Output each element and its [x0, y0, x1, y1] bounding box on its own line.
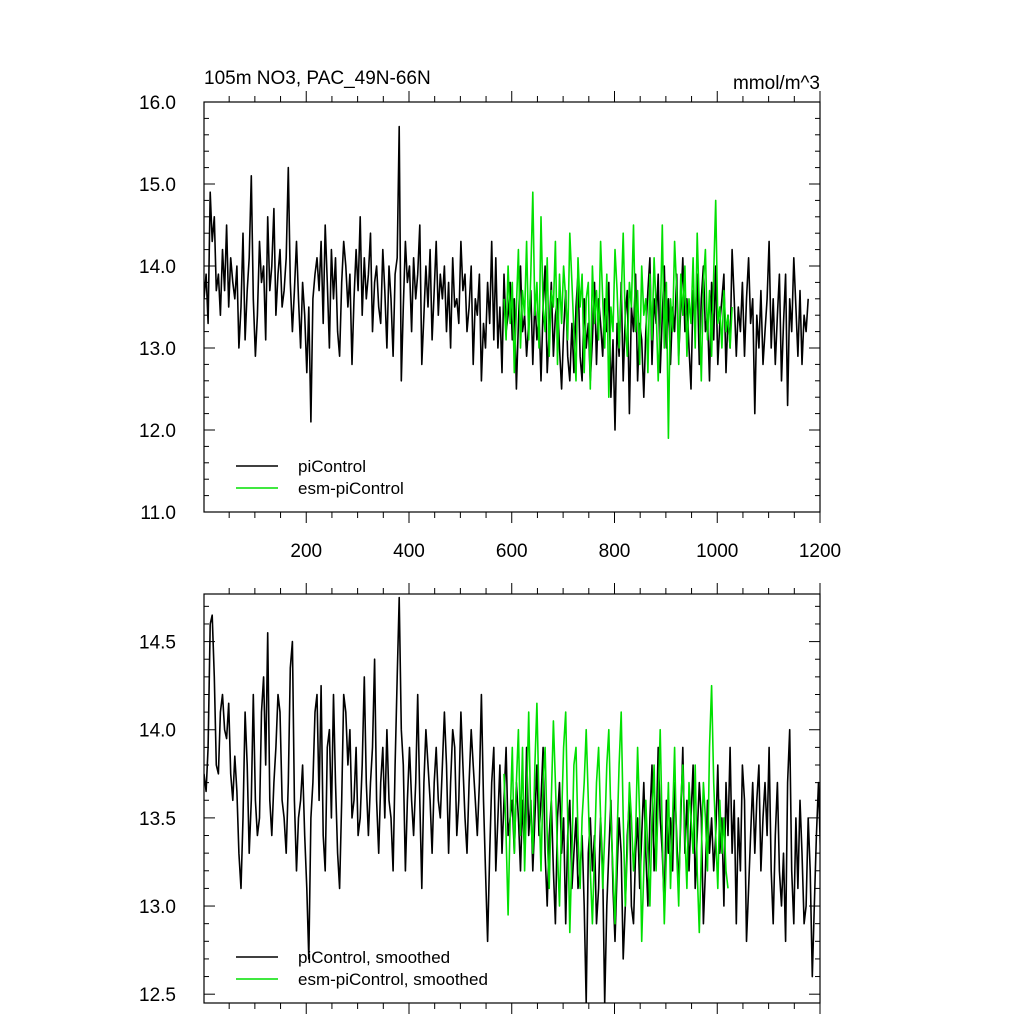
x-tick-label: 600: [496, 541, 528, 562]
y-tick-label: 15.0: [139, 175, 176, 196]
y-tick-label: 14.0: [139, 721, 176, 742]
x-tick-label: 800: [599, 541, 631, 562]
y-tick-label: 13.5: [139, 809, 176, 830]
tick-marks: [204, 91, 821, 523]
legend-label: esm-piControl: [298, 479, 404, 498]
tick-marks: [204, 583, 821, 1014]
y-tick-label: 14.5: [139, 633, 176, 654]
legend-label: piControl: [298, 457, 366, 476]
legend: piControl, smoothed esm-piControl, smooth…: [236, 948, 488, 989]
x-tick-label: 1200: [799, 541, 841, 562]
plot-frame: [203, 593, 821, 1004]
legend-label: esm-piControl, smoothed: [298, 970, 488, 989]
y-tick-label: 13.0: [139, 339, 176, 360]
y-tick-label: 11.0: [140, 503, 176, 524]
x-tick-label: 400: [393, 541, 425, 562]
y-tick-label: 13.0: [139, 897, 176, 918]
bottom-panel: 12.5 13.0 13.5 14.0 14.5 piControl, smoothed e…: [139, 583, 821, 1014]
units-label: mmol/m^3: [733, 73, 820, 94]
y-tick-label: 12.0: [139, 421, 176, 442]
legend: piControl esm-piControl: [236, 457, 404, 498]
chart-title: 105m NO3, PAC_49N-66N: [204, 68, 431, 89]
series-line-esm-picontrol: [503, 684, 729, 943]
y-tick-label: 16.0: [139, 93, 176, 114]
y-tick-label: 12.5: [139, 985, 176, 1006]
plot-area: [204, 596, 820, 1003]
x-tick-label: 1000: [696, 541, 738, 562]
series-line-picontrol: [204, 596, 820, 1003]
top-panel: 11.0 12.0 13.0 14.0 15.0 16.0 200 400 600 800 1000…: [139, 91, 841, 562]
plot-frame: [203, 101, 821, 513]
x-tick-label: 200: [290, 541, 322, 562]
y-tick-label: 14.0: [139, 257, 176, 278]
legend-label: piControl, smoothed: [298, 948, 450, 967]
plot-area: [204, 125, 809, 440]
series-line-esm-picontrol: [503, 191, 733, 440]
